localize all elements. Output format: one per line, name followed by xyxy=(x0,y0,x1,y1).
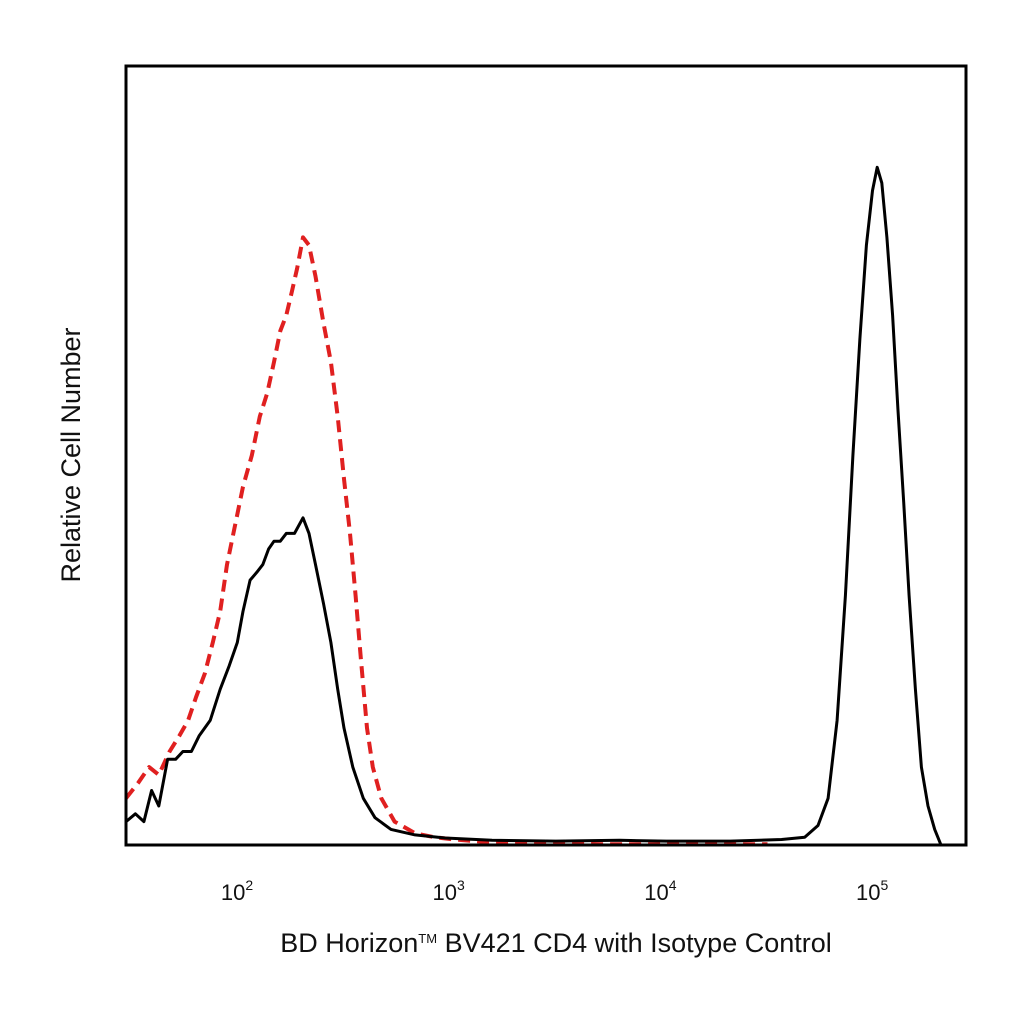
x-tick-label-1000: 103 xyxy=(433,877,465,905)
series-layer xyxy=(124,165,943,847)
x-tick-label-100000: 105 xyxy=(856,877,888,905)
x-tick-labels: 102 103 104 105 xyxy=(221,877,889,905)
x-tick-label-10000: 104 xyxy=(644,877,676,905)
x-tick-label-100: 102 xyxy=(221,877,253,905)
x-axis-label: BD HorizonTM BV421 CD4 with Isotype Cont… xyxy=(280,928,832,958)
plot-frame xyxy=(124,64,968,847)
x-axis-label-brand: BD Horizon xyxy=(280,928,418,958)
series-line-cd4 xyxy=(125,165,943,846)
y-axis-label: Relative Cell Number xyxy=(56,327,86,582)
x-axis-label-rest: BV421 CD4 with Isotype Control xyxy=(437,928,832,958)
x-axis-label-trademark: TM xyxy=(418,931,437,946)
